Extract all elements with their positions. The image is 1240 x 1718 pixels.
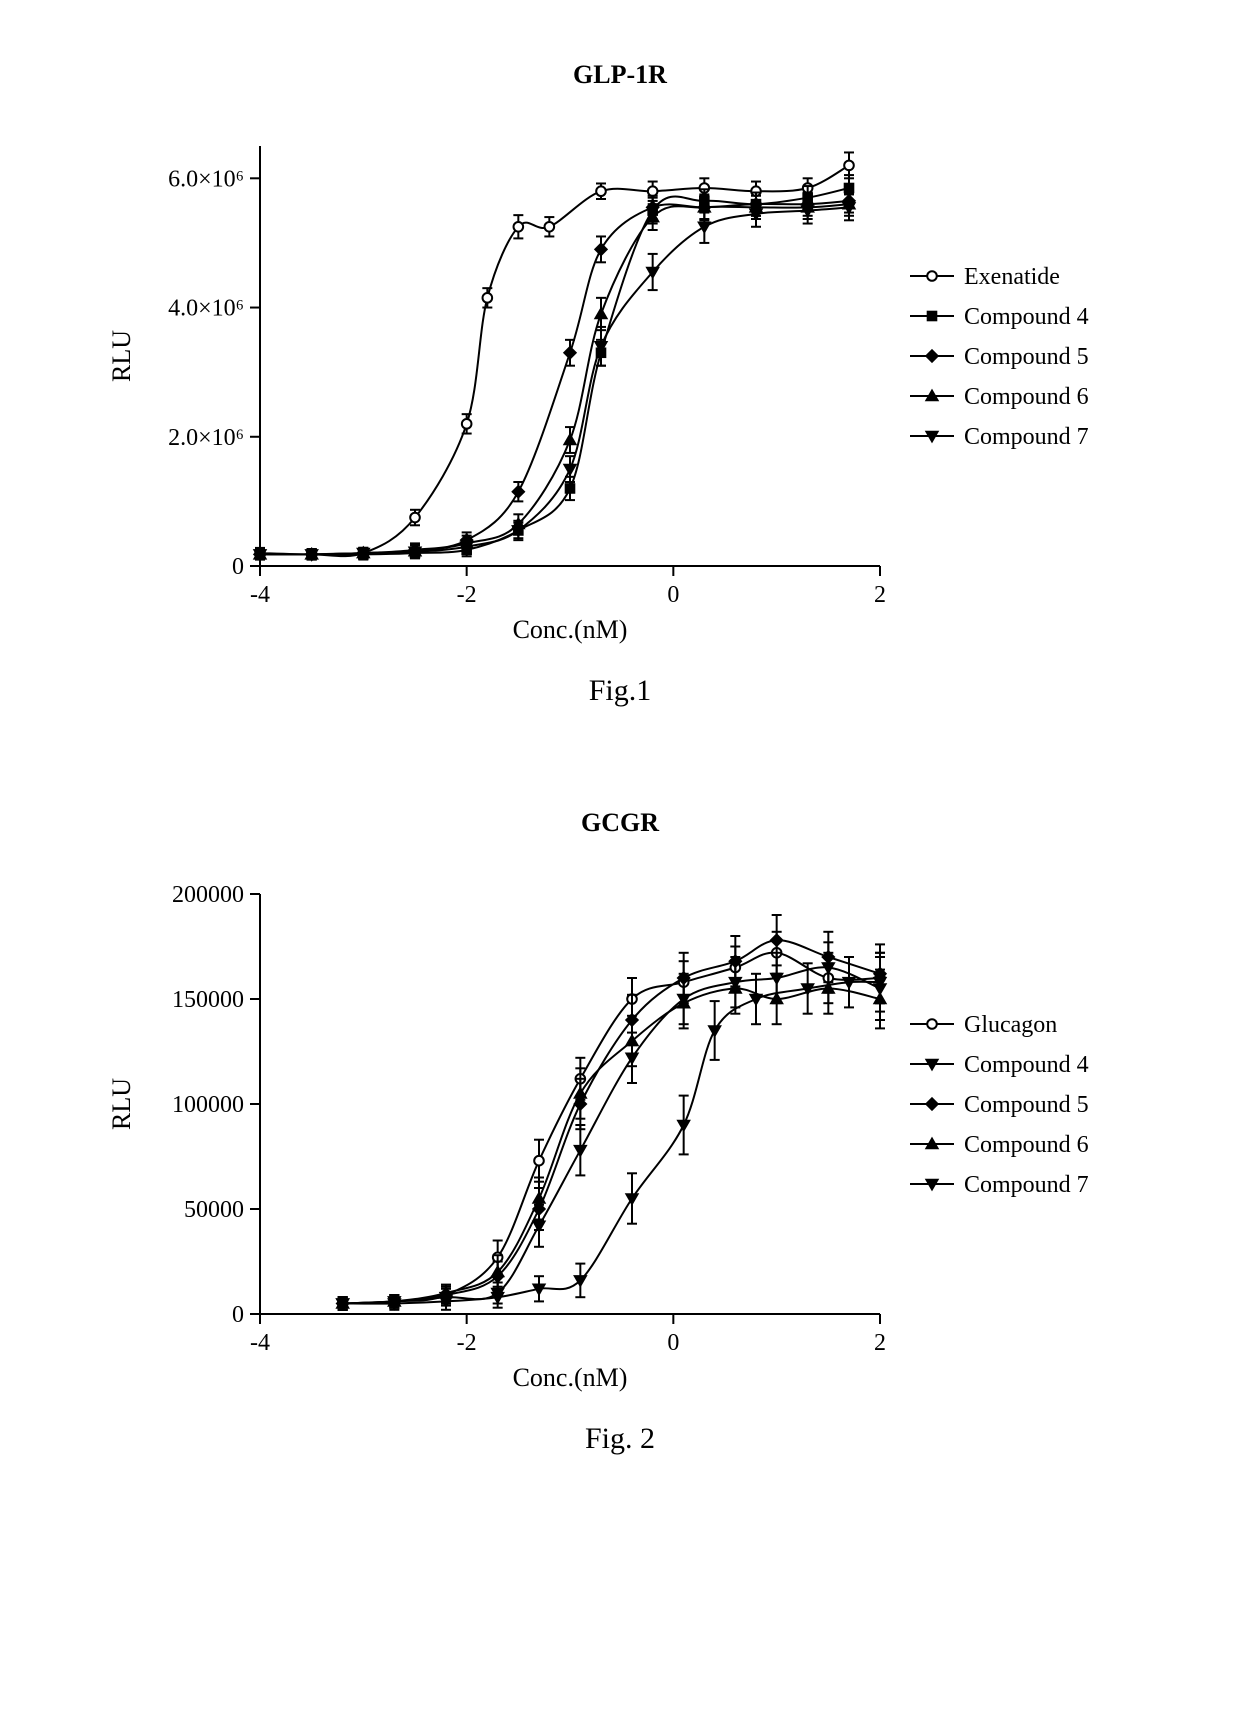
legend-label: Compound 5 [964,344,1089,370]
svg-text:100000: 100000 [172,1092,244,1118]
svg-text:0: 0 [667,582,679,608]
fig2-chart: -4 -2 0 2 0 50000 100000 150000 200000 Conc.(nM) R… [70,844,1170,1404]
svg-text:200000: 200000 [172,882,244,908]
svg-text:50000: 50000 [184,1197,244,1223]
svg-text:2: 2 [874,1330,886,1356]
svg-text:6.0×10⁶: 6.0×10⁶ [168,166,244,192]
legend-label: Compound 6 [964,1132,1089,1158]
svg-text:4.0×10⁶: 4.0×10⁶ [168,296,244,322]
svg-text:0: 0 [667,1330,679,1356]
svg-text:0: 0 [232,1302,244,1328]
svg-text:RLU: RLU [107,1078,136,1130]
svg-text:150000: 150000 [172,987,244,1013]
svg-text:Conc.(nM): Conc.(nM) [513,615,628,644]
legend-label: Compound 7 [964,424,1089,450]
svg-text:-2: -2 [457,582,477,608]
fig2-caption: Fig. 2 [585,1422,655,1456]
svg-text:2.0×10⁶: 2.0×10⁶ [168,425,244,451]
legend-label: Exenatide [964,264,1060,290]
svg-text:RLU: RLU [107,330,136,382]
figure-1-block: GLP-1R -4 -2 0 2 0 2.0×10⁶ 4.0×10⁶ 6.0×10⁶ Conc.… [70,0,1170,748]
svg-text:0: 0 [232,554,244,580]
figure-2-block: GCGR -4 -2 0 2 0 50000 100000 150000 200000 Conc.… [70,748,1170,1496]
svg-text:Conc.(nM): Conc.(nM) [513,1363,628,1392]
legend-label: Compound 4 [964,304,1089,330]
legend-label: Compound 7 [964,1172,1089,1198]
svg-text:-4: -4 [250,1330,270,1356]
svg-text:-2: -2 [457,1330,477,1356]
legend-label: Glucagon [964,1012,1057,1038]
legend-label: Compound 5 [964,1092,1089,1118]
legend-label: Compound 6 [964,384,1089,410]
fig1-title: GLP-1R [573,60,667,90]
svg-text:2: 2 [874,582,886,608]
legend-label: Compound 4 [964,1052,1089,1078]
fig1-chart: -4 -2 0 2 0 2.0×10⁶ 4.0×10⁶ 6.0×10⁶ Conc.(nM) RLU… [70,96,1170,656]
fig2-title: GCGR [581,808,659,838]
fig1-caption: Fig.1 [589,674,652,708]
svg-text:-4: -4 [250,582,270,608]
